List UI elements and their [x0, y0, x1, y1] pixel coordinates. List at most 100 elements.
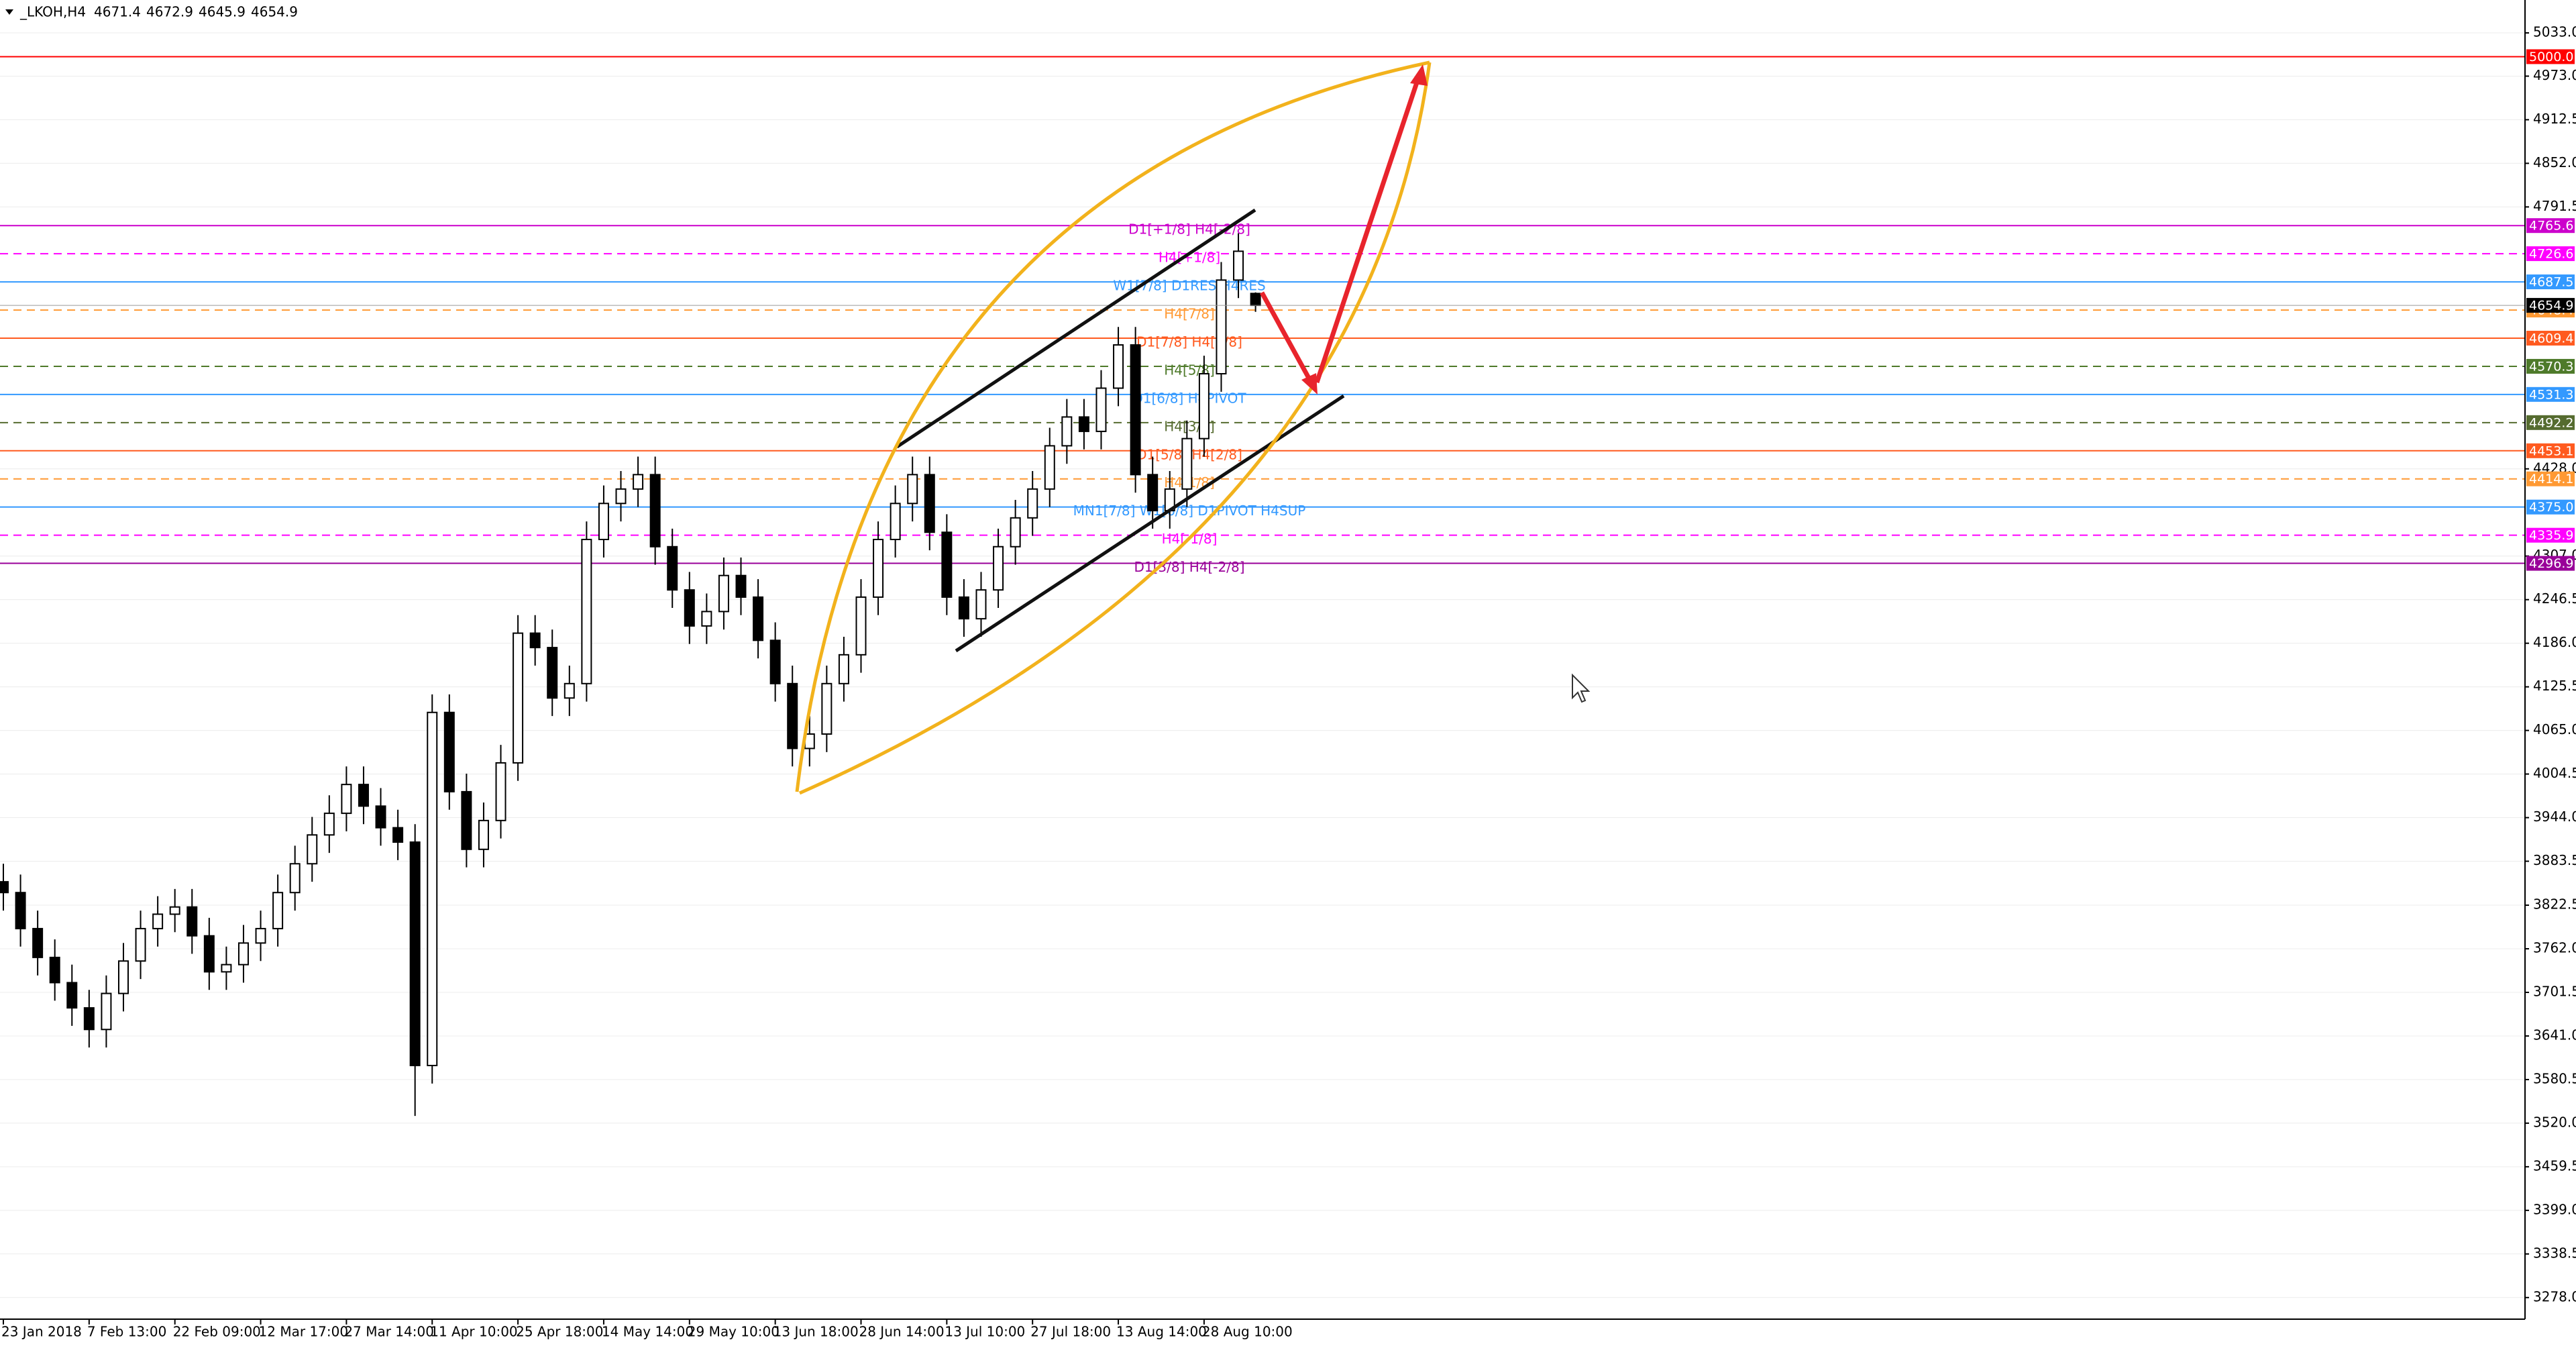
candle-body [1061, 416, 1073, 447]
candle-body [1044, 445, 1055, 490]
candle-body [1181, 437, 1193, 490]
candle-body [272, 892, 284, 929]
candle-body [478, 819, 489, 850]
x-tick-label: 27 Jul 18:00 [1030, 1324, 1111, 1340]
y-tick-label: 3338.5 [2533, 1245, 2576, 1261]
x-tick-label: 13 Jun 18:00 [773, 1324, 859, 1340]
header-close: 4654.9 [251, 4, 298, 20]
candle-body [203, 935, 215, 973]
candle-body [49, 956, 60, 984]
candle-body [152, 913, 164, 929]
price-tag-label: 4687.5 [2529, 275, 2573, 290]
x-tick-label: 14 May 14:00 [602, 1324, 694, 1340]
x-tick-label: 7 Feb 13:00 [87, 1324, 167, 1340]
y-tick-label: 3580.5 [2533, 1070, 2576, 1086]
candle-body [1078, 416, 1089, 432]
price-tag-label: 4765.6 [2529, 219, 2573, 234]
candle-body [975, 589, 987, 620]
candle-body [323, 813, 335, 836]
candle-body [1147, 474, 1159, 512]
price-tag-label: 4335.9 [2529, 528, 2573, 543]
y-tick-label: 3883.5 [2533, 852, 2576, 868]
candle-body [615, 488, 627, 505]
candle-body [890, 503, 901, 541]
price-tag-label: 4453.1 [2529, 444, 2573, 458]
level-label: MN1[7/8] W1[6/8] D1PIVOT H4SUP [1073, 503, 1306, 519]
x-tick-label: 13 Aug 14:00 [1116, 1324, 1207, 1340]
candle-body [289, 863, 301, 894]
curve [798, 62, 1432, 795]
price-tag-label: 4726.6 [2529, 247, 2573, 262]
candle-body [409, 841, 421, 1066]
x-tick-label: 22 Feb 09:00 [173, 1324, 261, 1340]
candle-body [718, 574, 729, 613]
y-tick-label: 3641.0 [2533, 1027, 2576, 1043]
y-tick-label: 4125.5 [2533, 678, 2576, 694]
x-tick-label: 13 Jul 10:00 [945, 1324, 1025, 1340]
price-tag-label: 4414.1 [2529, 472, 2573, 486]
candle-body [1250, 293, 1261, 307]
y-tick-label: 4246.5 [2533, 590, 2576, 607]
price-tag [2526, 443, 2575, 458]
curve [795, 60, 1430, 792]
y-tick-label: 4065.0 [2533, 721, 2576, 737]
candle-body [221, 964, 232, 973]
candle-body [135, 927, 146, 962]
cursor [1572, 673, 1591, 703]
candle-body [855, 596, 867, 656]
x-tick-label: 12 Mar 17:00 [259, 1324, 349, 1340]
channel-line [896, 208, 1256, 449]
y-tick-label: 4912.5 [2533, 111, 2576, 127]
candle-body [427, 711, 438, 1066]
header-low: 4645.9 [199, 4, 246, 20]
candle-body [358, 784, 369, 807]
y-tick-label: 3822.5 [2533, 896, 2576, 913]
candle-body [375, 805, 386, 829]
price-tag [2526, 415, 2575, 430]
price-tag [2526, 246, 2575, 262]
arrow [1259, 291, 1317, 389]
candle-body [838, 654, 849, 684]
candle-body [32, 927, 44, 958]
candle-body [0, 881, 9, 894]
candle-body [1198, 373, 1210, 439]
candle-body [753, 596, 764, 641]
candle-body [941, 531, 953, 598]
y-tick-label: 3701.5 [2533, 983, 2576, 999]
candle-body [684, 589, 695, 627]
x-tick-label: 28 Aug 10:00 [1202, 1324, 1293, 1340]
y-tick-label: 3520.0 [2533, 1114, 2576, 1130]
candle-body [101, 992, 112, 1031]
price-tag-label: 4296.9 [2529, 556, 2573, 571]
candle-body [821, 682, 833, 735]
price-tag-label: 4654.9 [2529, 299, 2573, 313]
arrowhead [1410, 64, 1428, 86]
candle-body [1113, 344, 1124, 389]
x-tick-label: 29 May 10:00 [688, 1324, 780, 1340]
candle-body [513, 632, 524, 764]
y-tick-label: 3459.5 [2533, 1157, 2576, 1174]
price-tag-label: 5000.0 [2529, 50, 2573, 64]
candle-body [564, 682, 575, 699]
x-tick-label: 23 Jan 2018 [1, 1324, 82, 1340]
candle-body [529, 632, 541, 649]
candle-body [237, 942, 249, 966]
candle-body [66, 982, 78, 1009]
axes: 5033.04973.04912.54852.04791.54428.04307… [1, 24, 2576, 1340]
candle-body [769, 639, 781, 684]
candle-body [15, 892, 26, 929]
menu-triangle [5, 9, 13, 15]
candle-body [787, 682, 798, 749]
x-tick-label: 11 Apr 10:00 [430, 1324, 517, 1340]
candle-body [495, 762, 506, 821]
candle-body [1130, 344, 1141, 476]
price-tag-label: 4609.4 [2529, 331, 2573, 346]
candle-body [701, 611, 712, 627]
candle-body [924, 474, 935, 533]
y-tick-label: 4186.0 [2533, 634, 2576, 650]
y-tick-label: 5033.0 [2533, 24, 2576, 40]
arrowhead [1301, 373, 1318, 395]
candle-body [649, 474, 661, 548]
candle-body [1010, 517, 1021, 548]
